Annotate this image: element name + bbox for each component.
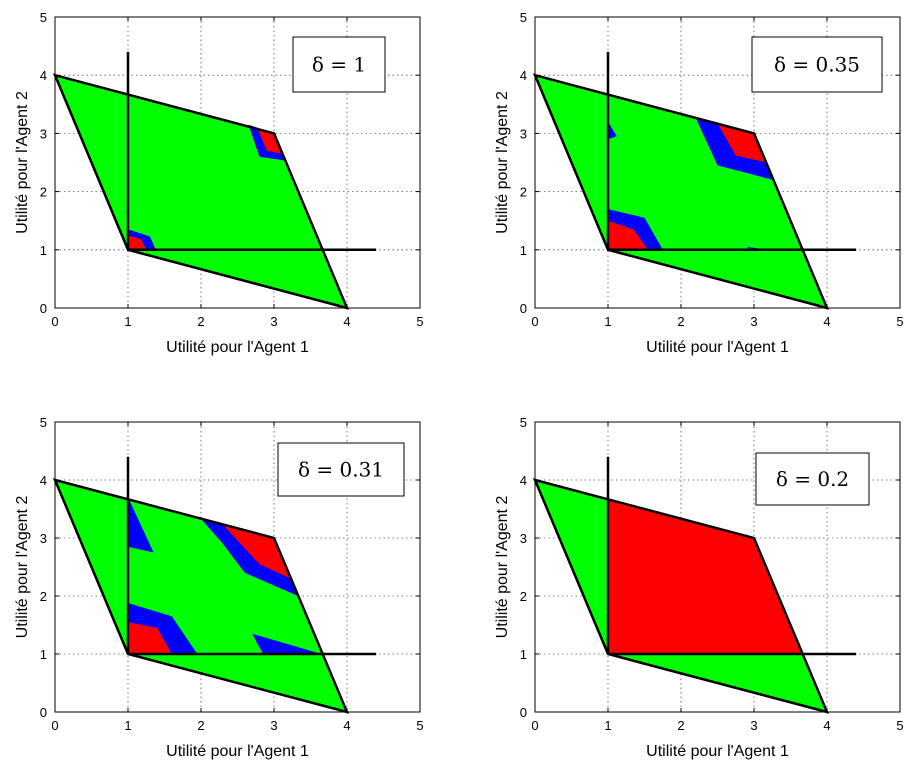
blue-region <box>128 497 154 553</box>
y-axis-label: Utilité pour l'Agent 2 <box>494 496 511 639</box>
x-tick-label: 1 <box>604 314 611 329</box>
y-tick-label: 5 <box>40 415 47 430</box>
y-tick-label: 3 <box>40 531 47 546</box>
y-tick-label: 1 <box>40 647 47 662</box>
y-tick-label: 0 <box>520 705 527 720</box>
y-tick-label: 5 <box>520 10 527 25</box>
x-tick-label: 4 <box>343 314 350 329</box>
x-axis-label: Utilité pour l'Agent 1 <box>166 743 309 760</box>
y-tick-label: 2 <box>520 589 527 604</box>
y-tick-label: 3 <box>520 126 527 141</box>
x-tick-label: 0 <box>51 718 58 733</box>
x-tick-label: 4 <box>823 718 830 733</box>
red-region <box>128 235 147 250</box>
chart-panel: 0 1 2 3 4 5 0 1 2 3 4 5 Utilité pour l'Agent 1 Utilit… <box>14 10 424 356</box>
legend-text: δ = 0.35 <box>774 53 860 77</box>
y-tick-label: 3 <box>520 531 527 546</box>
x-tick-label: 5 <box>416 314 423 329</box>
y-tick-label: 2 <box>40 185 47 200</box>
x-tick-label: 3 <box>750 314 757 329</box>
x-tick-label: 1 <box>604 718 611 733</box>
y-tick-label: 1 <box>520 243 527 258</box>
y-axis-label: Utilité pour l'Agent 2 <box>14 91 31 234</box>
x-tick-label: 5 <box>416 718 423 733</box>
red-region <box>257 129 283 154</box>
legend-text: δ = 0.31 <box>298 458 384 482</box>
legend-box <box>292 36 386 93</box>
x-tick-label: 5 <box>896 718 903 733</box>
x-tick-label: 0 <box>51 314 58 329</box>
y-tick-label: 0 <box>40 301 47 316</box>
y-tick-label: 5 <box>40 10 47 25</box>
red-region <box>128 622 172 654</box>
x-tick-label: 0 <box>531 718 538 733</box>
y-tick-label: 3 <box>40 126 47 141</box>
y-tick-label: 4 <box>520 68 527 83</box>
x-tick-label: 3 <box>750 718 757 733</box>
x-axis-label: Utilité pour l'Agent 1 <box>166 339 309 356</box>
x-tick-label: 2 <box>677 718 684 733</box>
y-axis-label: Utilité pour l'Agent 2 <box>14 496 31 639</box>
legend-text: δ = 1 <box>312 53 366 77</box>
y-tick-label: 4 <box>40 473 47 488</box>
y-tick-label: 4 <box>40 68 47 83</box>
legend-text: δ = 0.2 <box>776 467 849 491</box>
chart-panel: 0 1 2 3 4 5 0 1 2 3 4 5 Utilité pour l'Agent 1 Utilit… <box>494 415 904 760</box>
y-axis-label: Utilité pour l'Agent 2 <box>494 91 511 234</box>
y-tick-label: 4 <box>520 473 527 488</box>
x-tick-label: 3 <box>270 314 277 329</box>
x-axis-label: Utilité pour l'Agent 1 <box>646 743 789 760</box>
y-tick-label: 2 <box>40 589 47 604</box>
x-tick-label: 3 <box>270 718 277 733</box>
x-tick-label: 1 <box>124 718 131 733</box>
y-tick-label: 2 <box>520 185 527 200</box>
y-tick-label: 5 <box>520 415 527 430</box>
x-tick-label: 5 <box>896 314 903 329</box>
x-tick-label: 2 <box>677 314 684 329</box>
x-tick-label: 1 <box>124 314 131 329</box>
y-tick-label: 0 <box>40 705 47 720</box>
x-tick-label: 2 <box>197 718 204 733</box>
red-region <box>608 499 803 654</box>
y-tick-label: 0 <box>520 301 527 316</box>
legend-box <box>751 36 883 93</box>
legend-box <box>277 442 405 497</box>
x-tick-label: 0 <box>531 314 538 329</box>
chart-panel: 0 1 2 3 4 5 0 1 2 3 4 5 Utilité pour l'Agent 1 Utilit… <box>494 10 904 356</box>
blue-region <box>252 633 322 654</box>
y-tick-label: 1 <box>520 647 527 662</box>
y-tick-label: 1 <box>40 243 47 258</box>
blue-region <box>608 121 617 140</box>
red-region <box>608 220 649 250</box>
x-tick-label: 2 <box>197 314 204 329</box>
x-axis-label: Utilité pour l'Agent 1 <box>646 339 789 356</box>
legend-box <box>755 452 870 506</box>
x-tick-label: 4 <box>823 314 830 329</box>
x-tick-label: 4 <box>343 718 350 733</box>
chart-panel: 0 1 2 3 4 5 0 1 2 3 4 5 Utilité pour l'Agent 1 Utilit… <box>14 415 424 760</box>
red-region <box>717 123 767 163</box>
